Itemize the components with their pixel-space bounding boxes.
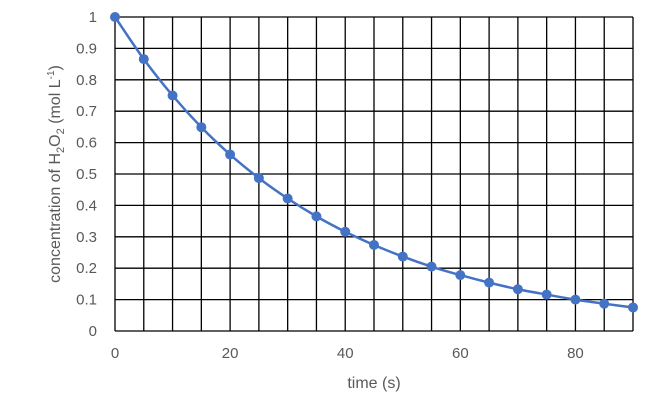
x-tick-label: 80	[567, 345, 584, 362]
data-point	[253, 173, 264, 184]
data-point	[512, 284, 523, 295]
x-axis-title: time (s)	[347, 375, 400, 392]
data-point	[369, 239, 379, 250]
y-tick-labels: 0 0.1 0.2 0.3 0.4 0.5 0.6 0.7 0.8 0.9 1	[76, 9, 97, 340]
y-tick-label: 0.2	[76, 260, 97, 277]
y-tick-label: 0.5	[76, 166, 97, 183]
data-point	[426, 261, 437, 272]
grid	[114, 16, 634, 332]
y-tick-label: 0.9	[76, 40, 97, 57]
y-tick-label: 0.4	[76, 197, 97, 214]
data-point	[110, 12, 120, 22]
y-tick-label: 1	[89, 9, 97, 26]
data-point	[340, 226, 351, 237]
data-point	[455, 270, 466, 281]
series-layer	[110, 12, 638, 313]
data-point	[225, 149, 236, 160]
x-tick-label: 20	[222, 345, 239, 362]
y-tick-label: 0.1	[76, 292, 97, 309]
x-tick-labels: 0 20 40 60 80	[111, 345, 584, 362]
data-point	[541, 289, 552, 300]
y-axis-title: concentration of H2O2 (mol L-1)	[46, 65, 67, 283]
data-point	[138, 54, 149, 65]
data-point	[599, 298, 610, 309]
y-tick-label: 0.3	[76, 229, 97, 246]
y-tick-label: 0	[89, 323, 97, 340]
y-tick-label: 0.7	[76, 103, 97, 120]
data-point	[311, 211, 322, 222]
y-tick-label: 0.8	[76, 72, 97, 89]
data-point	[570, 294, 581, 305]
data-point	[282, 193, 293, 204]
data-point	[484, 277, 495, 288]
data-point	[196, 122, 207, 133]
x-tick-label: 40	[337, 345, 354, 362]
x-tick-label: 0	[111, 345, 119, 362]
data-point	[628, 302, 638, 313]
data-point	[167, 90, 178, 101]
data-point	[397, 251, 408, 262]
y-tick-label: 0.6	[76, 135, 97, 152]
x-tick-label: 60	[452, 345, 469, 362]
